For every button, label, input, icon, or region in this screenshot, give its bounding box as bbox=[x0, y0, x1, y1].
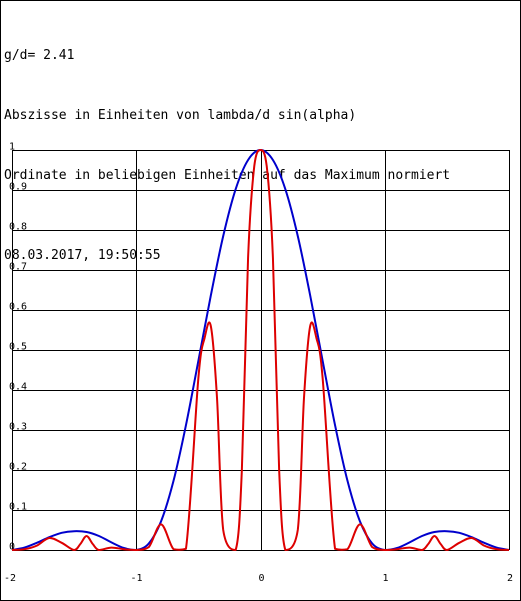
timestamp: 08.03.2017, 19:50:55 bbox=[4, 248, 161, 263]
x-tick-label: -2 bbox=[4, 573, 16, 584]
grid bbox=[12, 150, 510, 551]
y-tick-label: 0 bbox=[9, 542, 15, 553]
x-tick-label: 0 bbox=[258, 573, 264, 584]
y-tick-label: 0.9 bbox=[9, 182, 27, 193]
data-series bbox=[11, 149, 510, 551]
y-tick-label: 0.3 bbox=[9, 422, 27, 433]
x-tick-label: -1 bbox=[130, 573, 142, 584]
y-tick-label: 0.6 bbox=[9, 302, 27, 313]
y-tick-label: 1 bbox=[9, 142, 15, 153]
ratio-line: g/d= 2.41 bbox=[4, 48, 75, 63]
y-tick-label: 0.2 bbox=[9, 462, 27, 473]
interference-series-line bbox=[11, 149, 510, 551]
y-tick-label: 0.1 bbox=[9, 502, 27, 513]
x-tick-label: 1 bbox=[382, 573, 388, 584]
y-tick-label: 0.5 bbox=[9, 342, 27, 353]
y-tick-label: 0.7 bbox=[9, 262, 27, 273]
xaxis-description: Abszisse in Einheiten von lambda/d sin(a… bbox=[4, 108, 357, 123]
chart-header: g/d= 2.41 Abszisse in Einheiten von lamb… bbox=[4, 6, 450, 286]
y-tick-label: 0.4 bbox=[9, 382, 27, 393]
y-tick-label: 0.8 bbox=[9, 222, 27, 233]
x-tick-label: 2 bbox=[507, 573, 513, 584]
axis-labels: 0 0.1 0.2 0.3 0.4 0.5 0.6 0.7 0.8 0.9 1 -2 -1 0 1 2 bbox=[4, 142, 513, 585]
